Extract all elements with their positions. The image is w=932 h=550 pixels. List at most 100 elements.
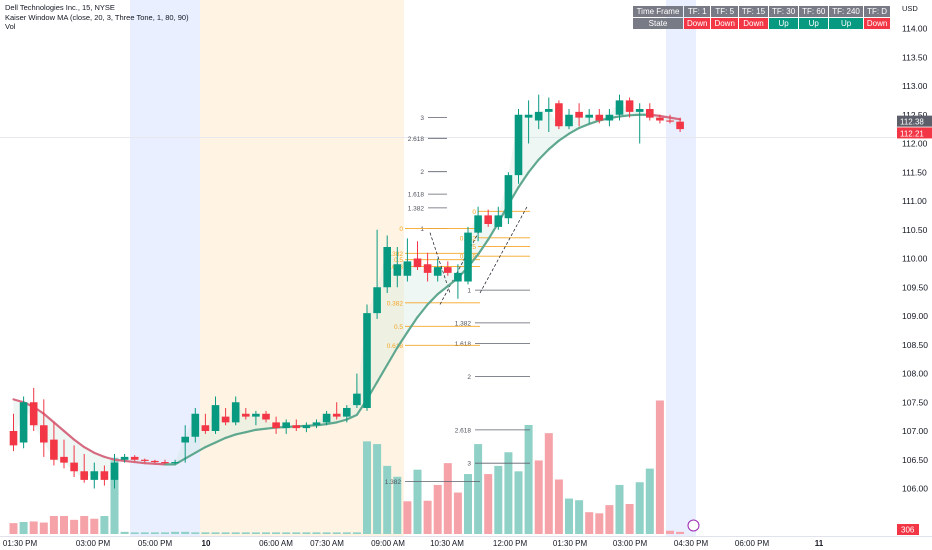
volume-bar: [171, 531, 180, 534]
candle-body[interactable]: [403, 261, 412, 276]
candle-body[interactable]: [110, 462, 119, 480]
indicator-title[interactable]: Kaiser Window MA (close, 20, 3, Three To…: [5, 12, 189, 22]
candle-body[interactable]: [302, 425, 311, 429]
volume-bar: [423, 500, 432, 534]
candle-body[interactable]: [242, 413, 250, 417]
candle-body[interactable]: [464, 232, 472, 282]
candle-body[interactable]: [625, 100, 634, 112]
projection-dashed-line: [439, 229, 481, 305]
candle-body[interactable]: [272, 422, 280, 429]
candle-body[interactable]: [545, 109, 553, 112]
volume-bar: [9, 523, 18, 534]
candle-body[interactable]: [595, 114, 604, 121]
volume-bar: [161, 532, 169, 534]
candle-body[interactable]: [373, 287, 381, 314]
volume-bar: [120, 531, 129, 534]
candle-body[interactable]: [9, 431, 18, 446]
candle-body[interactable]: [141, 459, 149, 461]
candle-body[interactable]: [252, 413, 260, 417]
candle-body[interactable]: [40, 425, 48, 443]
fib-gray-level-label: 1.618: [455, 341, 472, 348]
symbol-title[interactable]: Dell Technologies Inc., 15, NYSE: [5, 3, 115, 12]
candle-body[interactable]: [353, 393, 361, 406]
volume-bar: [130, 532, 139, 534]
candle-body[interactable]: [312, 422, 321, 426]
candle-body[interactable]: [70, 462, 78, 472]
candle-body[interactable]: [191, 413, 200, 437]
kaiser-ma-segment: [12, 398, 25, 404]
candle-body[interactable]: [161, 462, 169, 464]
candle-body[interactable]: [130, 456, 139, 460]
fib-gray-level-label: 1.382: [455, 320, 472, 327]
candle-body[interactable]: [514, 114, 523, 176]
time-axis[interactable]: 01:30 PM 03:00 PM 05:00 PM 10 06:00 AM 07:30 …: [3, 539, 824, 548]
price-axis[interactable]: USD 114.00 113.50 113.00 112.50 112.00 111.50 1…: [687, 4, 932, 535]
candle-body[interactable]: [29, 402, 38, 426]
candle-body[interactable]: [282, 422, 290, 429]
candle-body[interactable]: [605, 114, 614, 121]
candle-body[interactable]: [656, 117, 664, 121]
candle-body[interactable]: [90, 471, 99, 480]
candle-body[interactable]: [80, 471, 88, 480]
lightning-icon[interactable]: [687, 519, 700, 532]
candle-body[interactable]: [474, 215, 482, 233]
candle-body[interactable]: [524, 114, 533, 118]
candle-body[interactable]: [343, 408, 351, 417]
kaiser-ma-segment: [345, 413, 358, 421]
candle-body[interactable]: [454, 272, 462, 282]
candle-body[interactable]: [575, 111, 583, 118]
candle-body[interactable]: [676, 121, 684, 130]
candle-body[interactable]: [332, 413, 341, 417]
candle-body[interactable]: [646, 109, 654, 118]
candle-body[interactable]: [221, 416, 230, 423]
candle-body[interactable]: [534, 111, 543, 121]
candle-body[interactable]: [181, 436, 189, 443]
candle-body[interactable]: [50, 439, 58, 460]
candle-body[interactable]: [363, 313, 371, 408]
candle-body[interactable]: [383, 247, 391, 288]
candle-body[interactable]: [60, 456, 68, 463]
price-tick-label: 108.50: [902, 340, 928, 350]
candle-body[interactable]: [393, 264, 402, 276]
candle-body[interactable]: [19, 402, 28, 443]
candle-body[interactable]: [151, 460, 159, 463]
kaiser-ma-segment: [618, 114, 631, 118]
fib-gray-level-label: 1.382: [408, 205, 425, 212]
timeframe-state-table: Time Frame TF: 1 TF: 5 TF: 15 TF: 30 TF:…: [632, 5, 891, 30]
candle-body[interactable]: [171, 462, 179, 464]
kaiser-ma-segment: [567, 126, 581, 135]
candle-body[interactable]: [444, 267, 452, 273]
price-tick-label: 113.50: [902, 52, 928, 62]
candle-body[interactable]: [635, 109, 644, 112]
candle-body[interactable]: [615, 100, 624, 115]
candle-body[interactable]: [433, 267, 442, 276]
candlesticks[interactable]: [9, 94, 684, 489]
volume-bar: [282, 532, 291, 534]
candle-body[interactable]: [504, 175, 513, 219]
candle-body[interactable]: [666, 120, 674, 122]
state-cell-240: Up: [829, 18, 863, 29]
candle-body[interactable]: [494, 215, 503, 227]
volume-title[interactable]: Vol: [5, 22, 16, 31]
candle-body[interactable]: [211, 405, 220, 431]
candle-body[interactable]: [423, 264, 432, 273]
kaiser-ma-segment: [204, 441, 217, 449]
candle-body[interactable]: [413, 258, 422, 268]
chart-legend[interactable]: Dell Technologies Inc., 15, NYSE Kaiser …: [5, 3, 189, 32]
candle-body[interactable]: [262, 413, 270, 420]
volume-bar: [60, 516, 68, 534]
fib-gray-level-label: 2.618: [455, 427, 472, 434]
tf-cell-5: TF: 5: [711, 6, 738, 17]
volume-bar: [464, 474, 472, 534]
candle-body[interactable]: [484, 215, 492, 224]
candle-body[interactable]: [201, 425, 210, 431]
candle-body[interactable]: [100, 471, 109, 480]
candle-body[interactable]: [292, 425, 301, 429]
candle-body[interactable]: [322, 413, 331, 423]
candle-body[interactable]: [585, 114, 593, 118]
candle-body[interactable]: [555, 103, 563, 127]
candle-body[interactable]: [120, 456, 129, 460]
candle-body[interactable]: [231, 402, 240, 423]
candle-body[interactable]: [565, 114, 573, 127]
